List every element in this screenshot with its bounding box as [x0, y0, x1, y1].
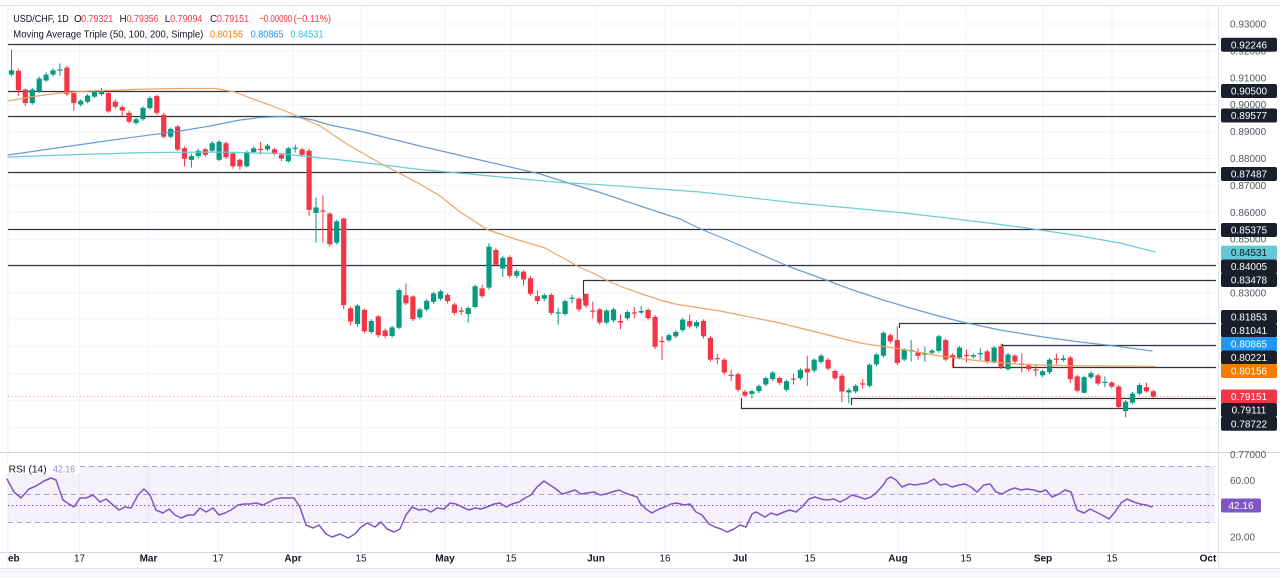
svg-text:0.79094: 0.79094	[170, 14, 202, 25]
svg-text:0.87000: 0.87000	[1230, 181, 1267, 192]
svg-text:C: C	[210, 14, 217, 25]
svg-text:42.16: 42.16	[1228, 501, 1253, 512]
svg-text:0.79151: 0.79151	[217, 14, 249, 25]
svg-text:0.79111: 0.79111	[1232, 406, 1267, 417]
svg-text:16: 16	[659, 554, 671, 565]
svg-text:0.81041: 0.81041	[1231, 326, 1268, 337]
svg-text:L: L	[165, 14, 171, 25]
svg-text:Aug: Aug	[888, 554, 907, 565]
svg-text:H: H	[120, 14, 127, 25]
svg-text:O: O	[74, 14, 82, 25]
svg-text:15: 15	[355, 554, 367, 565]
svg-text:0.84531: 0.84531	[1231, 248, 1268, 259]
svg-text:0.83478: 0.83478	[1231, 276, 1268, 287]
svg-text:0.78722: 0.78722	[1231, 419, 1268, 430]
svg-text:0.77000: 0.77000	[1230, 450, 1267, 461]
svg-text:0.93000: 0.93000	[1230, 20, 1267, 31]
svg-text:0.79356: 0.79356	[127, 14, 159, 25]
svg-text:0.90000: 0.90000	[1230, 100, 1267, 111]
svg-text:RSI (14): RSI (14)	[9, 465, 47, 476]
svg-text:42.16: 42.16	[53, 465, 75, 476]
svg-text:eb: eb	[8, 554, 20, 565]
svg-text:0.92246: 0.92246	[1231, 40, 1268, 51]
svg-text:0.92000: 0.92000	[1230, 46, 1267, 57]
svg-text:Sep: Sep	[1034, 554, 1052, 565]
svg-text:0.89000: 0.89000	[1230, 127, 1267, 138]
svg-text:0.88000: 0.88000	[1230, 154, 1267, 165]
svg-text:0.84005: 0.84005	[1231, 262, 1268, 273]
svg-text:Moving Average Triple (50, 100: Moving Average Triple (50, 100, 200, Sim…	[13, 29, 203, 40]
svg-text:15: 15	[804, 554, 816, 565]
svg-text:0.80156: 0.80156	[210, 29, 243, 40]
svg-text:(−0.11%): (−0.11%)	[294, 14, 332, 25]
svg-text:0.87487: 0.87487	[1231, 170, 1268, 181]
svg-text:0.80865: 0.80865	[251, 29, 284, 40]
svg-text:0.81853: 0.81853	[1231, 313, 1268, 324]
svg-text:Mar: Mar	[140, 554, 158, 565]
svg-text:0.80221: 0.80221	[1231, 353, 1268, 364]
svg-text:0.84531: 0.84531	[291, 29, 324, 40]
svg-text:0.80865: 0.80865	[1231, 340, 1268, 351]
svg-text:Oct: Oct	[1200, 554, 1217, 565]
svg-text:15: 15	[1106, 554, 1118, 565]
svg-text:15: 15	[505, 554, 517, 565]
svg-text:0.89577: 0.89577	[1231, 111, 1268, 122]
svg-text:0.79151: 0.79151	[1231, 392, 1268, 403]
svg-text:Apr: Apr	[284, 554, 301, 565]
svg-text:0.86000: 0.86000	[1230, 208, 1267, 219]
svg-text:May: May	[435, 554, 455, 565]
svg-text:Jun: Jun	[587, 554, 605, 565]
svg-text:15: 15	[960, 554, 972, 565]
svg-text:USD/CHF, 1D: USD/CHF, 1D	[13, 14, 69, 25]
svg-text:0.83000: 0.83000	[1230, 289, 1267, 300]
svg-text:Jul: Jul	[733, 554, 748, 565]
svg-text:60.00: 60.00	[1230, 476, 1255, 487]
svg-text:0.80156: 0.80156	[1231, 367, 1268, 378]
svg-text:0.91000: 0.91000	[1230, 73, 1267, 84]
svg-text:0.85375: 0.85375	[1231, 226, 1268, 237]
svg-text:17: 17	[212, 554, 224, 565]
svg-text:20.00: 20.00	[1230, 533, 1255, 544]
svg-text:17: 17	[74, 554, 86, 565]
svg-text:−0.00090: −0.00090	[259, 14, 292, 25]
svg-text:0.85000: 0.85000	[1230, 235, 1267, 246]
svg-text:0.90500: 0.90500	[1231, 87, 1268, 98]
svg-text:0.79321: 0.79321	[81, 14, 113, 25]
